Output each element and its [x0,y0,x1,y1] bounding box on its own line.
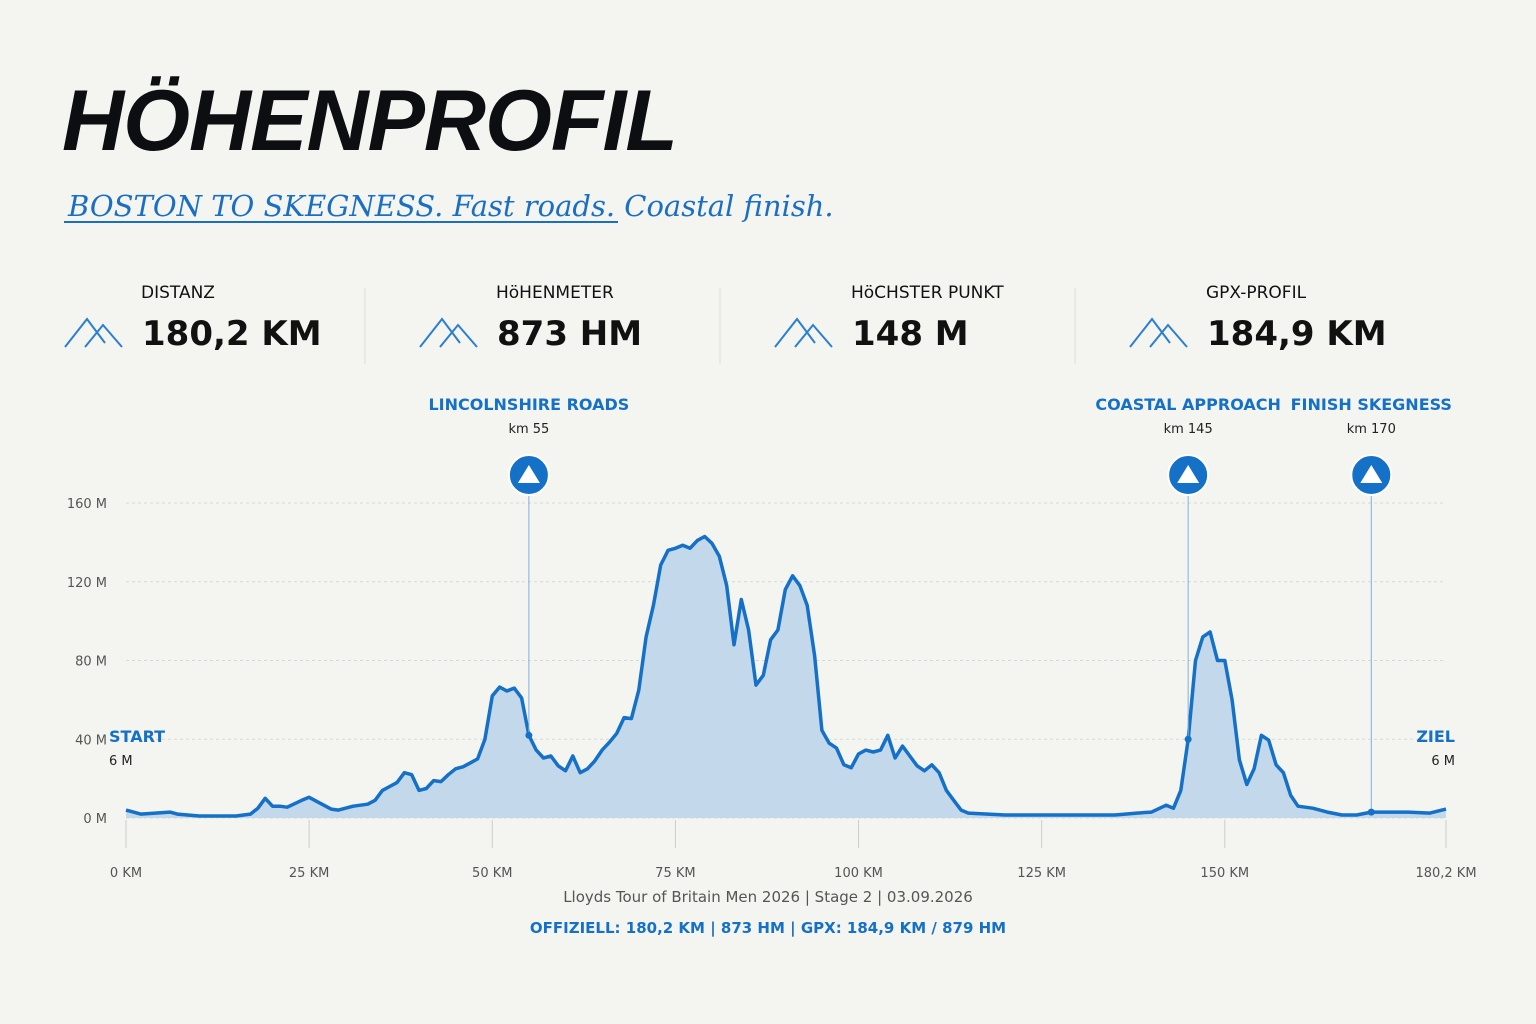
start-label: START [109,727,165,746]
chart: 0 M 40 M 80 M 120 M 160 M 0 KM 25 KM 50 KM 75 KM… [67,395,1477,938]
start-sublabel: 6 M [109,754,133,769]
stat-label: HöHENMETER [496,283,614,303]
subtitle: BOSTON TO SKEGNESS. Fast roads. Coastal … [67,189,834,223]
stats: DISTANZ 180,2 KM HöHENMETER 873 HM HöCHSTER … [64,283,1387,364]
y-tick-label: 0 M [83,812,107,827]
x-tick-label: 180,2 KM [1415,866,1476,881]
stat-value: 184,9 KM [1207,314,1387,354]
official-note: OFFIZIELL: 180,2 KM | 873 HM | GPX: 184,… [530,919,1006,938]
caption: Lloyds Tour of Britain Men 2026 | Stage … [563,888,973,906]
x-tick-label: 125 KM [1017,866,1066,881]
title: HÖHENPROFIL [62,73,677,169]
end-label: ZIEL [1416,727,1455,746]
mountain-icon [774,317,833,348]
marker-icon [1177,465,1200,483]
area-fill [126,536,1446,818]
annotation-sublabel: km 145 [1164,422,1213,437]
mountain-icon [1129,317,1188,348]
subtitle-link: BOSTON TO SKEGNESS. [67,189,443,223]
annotation-sublabel: km 55 [508,422,549,437]
y-tick-label: 80 M [75,655,107,670]
x-tick-label: 50 KM [472,866,512,881]
marker-dot [525,731,533,739]
annotation-label: LINCOLNSHIRE ROADS [428,395,629,414]
stat-label: HöCHSTER PUNKT [851,283,1004,303]
end-sublabel: 6 M [1431,754,1455,769]
y-tick-label: 160 M [67,497,107,512]
stat-label: GPX-PROFIL [1206,283,1307,303]
annotation-label: FINISH SKEGNESS [1291,395,1452,414]
mountain-icon [64,317,123,348]
stat-value: 873 HM [497,314,642,354]
marker-dot [1184,735,1192,743]
annotation-sublabel: km 170 [1347,422,1396,437]
subtitle-rest: Fast roads. Coastal finish. [452,189,834,223]
stat-value: 148 M [852,314,969,354]
marker-icon [1360,465,1383,483]
y-tick-label: 120 M [67,576,107,591]
x-tick-label: 100 KM [834,866,883,881]
marker-dot [1367,808,1375,816]
stat-label: DISTANZ [141,283,215,303]
marker-icon [517,465,540,483]
stat-value: 180,2 KM [142,314,322,354]
elevation-line [125,534,1447,818]
x-tick-label: 75 KM [655,866,695,881]
x-tick-label: 0 KM [110,866,142,881]
annotation-label: COASTAL APPROACH [1095,395,1280,414]
x-tick-label: 25 KM [289,866,329,881]
mountain-icon [419,317,478,348]
y-tick-label: 40 M [75,733,107,748]
x-tick-label: 150 KM [1200,866,1249,881]
